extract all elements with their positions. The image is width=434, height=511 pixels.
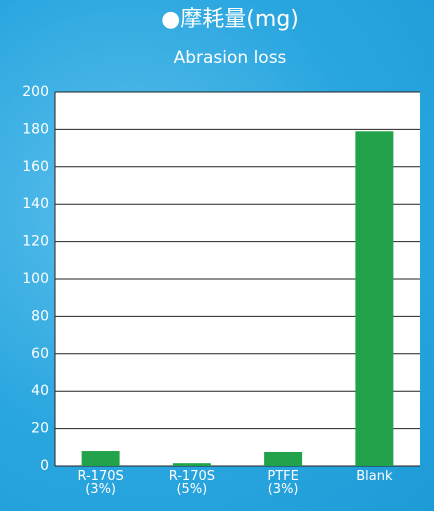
x-tick-label: Blank — [356, 469, 393, 484]
y-tick-label: 80 — [31, 308, 49, 324]
y-tick-label: 100 — [22, 271, 49, 287]
x-tick-label: R-170S (5%) — [168, 469, 215, 497]
bar — [355, 131, 394, 466]
y-tick-label: 20 — [31, 421, 49, 437]
y-tick-label: 140 — [22, 196, 49, 212]
y-tick-label: 180 — [22, 121, 49, 137]
y-tick-label: 0 — [40, 458, 49, 474]
chart-title: ●摩耗量(mg) — [161, 7, 299, 32]
bar — [172, 463, 211, 466]
y-tick-label: 40 — [31, 383, 49, 399]
bar — [81, 451, 120, 466]
x-tick-label: R-170S (3%) — [77, 469, 124, 497]
y-tick-label: 120 — [22, 234, 49, 250]
y-tick-label: 200 — [22, 84, 49, 100]
y-tick-label: 160 — [22, 159, 49, 175]
y-tick-label: 60 — [31, 346, 49, 362]
chart-subtitle: Abrasion loss — [174, 48, 287, 68]
x-tick-label: PTFE (3%) — [267, 469, 299, 497]
bar — [264, 451, 303, 466]
